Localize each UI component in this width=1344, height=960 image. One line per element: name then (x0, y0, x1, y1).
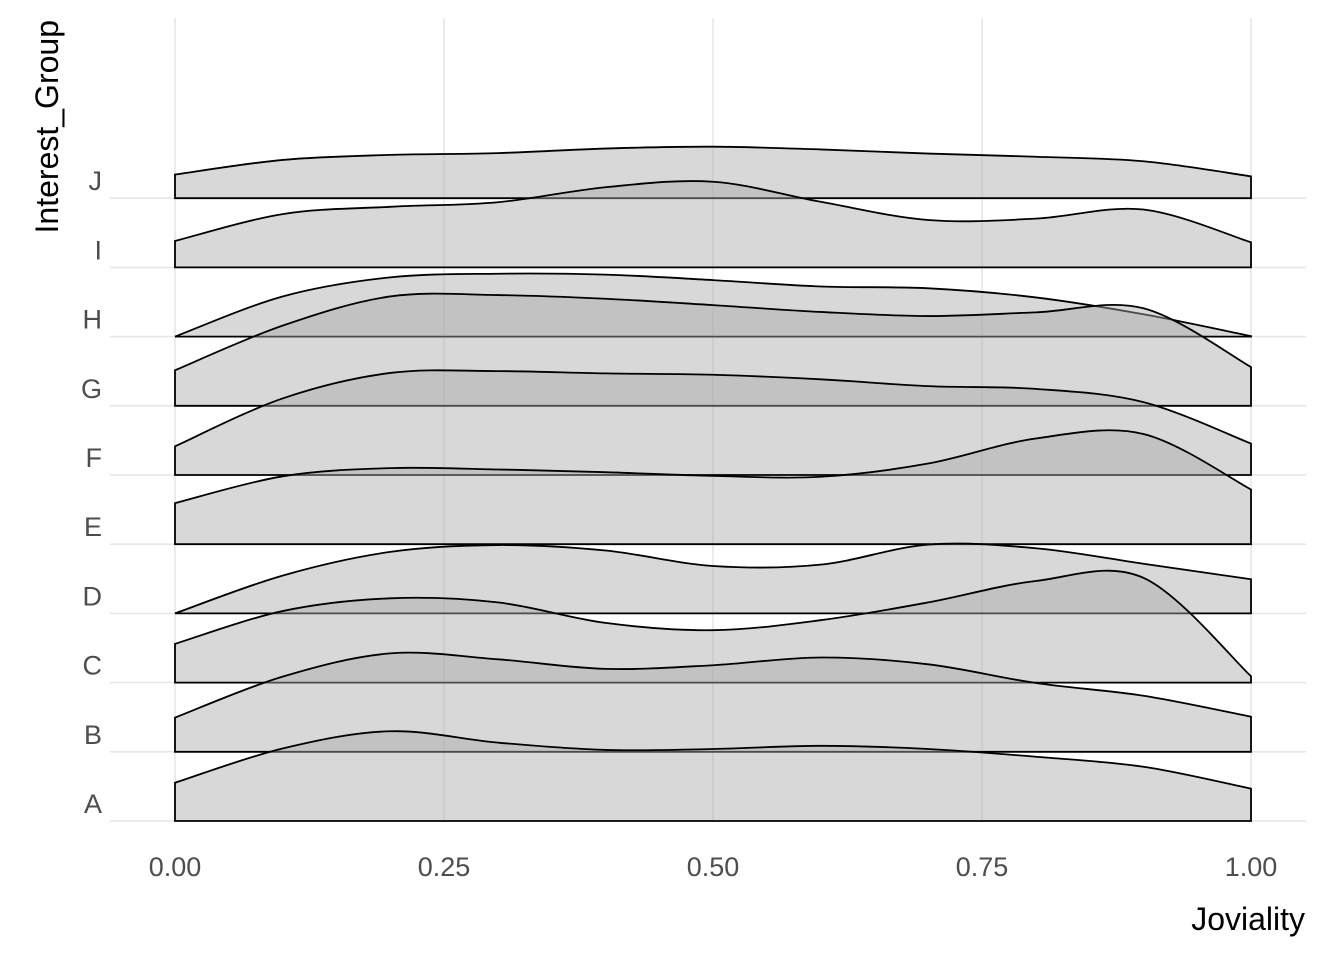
ridge-g (174, 292, 1252, 407)
ridge-e (174, 429, 1252, 546)
ridges (174, 145, 1252, 822)
x-tick-labels: 0.00 0.25 0.50 0.75 1.00 (149, 852, 1278, 882)
y-tick-label-g: G (81, 374, 102, 404)
x-tick-label: 0.00 (149, 852, 202, 882)
ridge-f (174, 369, 1252, 476)
ridge-i (174, 180, 1252, 269)
y-tick-labels: A B C D E F G H I J (81, 166, 102, 819)
ridge-j (174, 145, 1252, 200)
x-tick-label: 0.50 (687, 852, 740, 882)
x-axis-title: Joviality (1191, 901, 1305, 937)
ridge-b (174, 651, 1252, 753)
y-axis-title: Interest_Group (29, 20, 65, 233)
y-tick-label-j: J (89, 166, 103, 196)
x-tick-label: 0.25 (418, 852, 471, 882)
y-tick-label-f: F (86, 443, 103, 473)
x-tick-label: 1.00 (1225, 852, 1278, 882)
ridge-d (174, 542, 1252, 615)
y-tick-label-b: B (84, 720, 102, 750)
y-tick-label-e: E (84, 512, 102, 542)
x-tick-label: 0.75 (956, 852, 1009, 882)
ridge-a (174, 730, 1252, 822)
y-tick-label-c: C (83, 651, 103, 681)
y-tick-label-a: A (84, 789, 102, 819)
y-tick-label-d: D (83, 581, 103, 611)
y-tick-label-h: H (83, 305, 103, 335)
y-tick-label-i: I (94, 235, 102, 265)
